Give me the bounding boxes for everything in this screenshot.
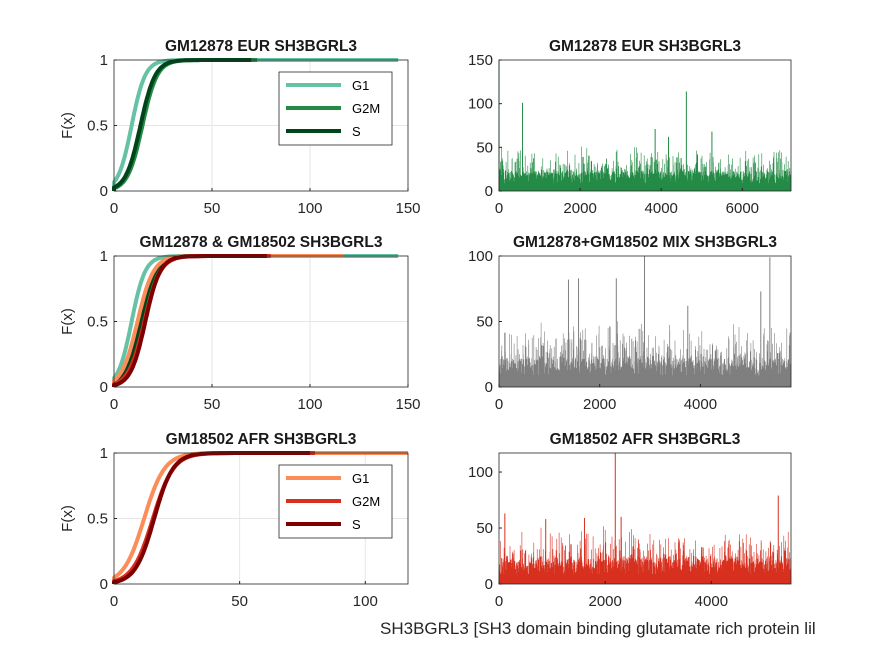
x-tick-label: 0 — [110, 200, 118, 217]
y-tick-label: 100 — [468, 248, 493, 265]
legend-label-s: S — [352, 124, 361, 139]
chart-title: GM12878+GM18502 MIX SH3BGRL3 — [513, 234, 777, 251]
y-tick-label: 0.5 — [87, 314, 108, 331]
axes-box — [498, 59, 792, 192]
y-tick-label: 50 — [476, 314, 493, 331]
y-tick-label: 150 — [468, 52, 493, 69]
y-tick-label: 0 — [100, 183, 108, 200]
x-tick-label: 0 — [495, 200, 503, 217]
x-tick-label: 0 — [495, 396, 503, 413]
chart-title: GM12878 EUR SH3BGRL3 — [549, 38, 741, 55]
panel-hist_afr: 0 2000 4000 0 50 100 GM18502 AFR SH3BGRL3 — [468, 431, 792, 610]
x-tick-label: 50 — [231, 593, 248, 610]
legend-label-g2m: G2M — [352, 494, 380, 509]
y-tick-label: 1 — [100, 248, 108, 265]
x-tick-label: 50 — [204, 396, 221, 413]
x-tick-label: 0 — [110, 396, 118, 413]
panel-cdf_eur: 0 50 100 150 0 0.5 1 GM12878 EUR SH3BGRL3 F(x) G1… — [59, 38, 421, 217]
legend-label-g1: G1 — [352, 471, 369, 486]
axes-box — [498, 452, 792, 585]
chart-title: GM18502 AFR SH3BGRL3 — [550, 431, 741, 448]
figure-caption: SH3BGRL3 [SH3 domain binding glutamate r… — [380, 619, 816, 638]
x-tick-label: 4000 — [645, 200, 678, 217]
chart-title: GM18502 AFR SH3BGRL3 — [166, 431, 357, 448]
x-tick-label: 150 — [395, 396, 420, 413]
y-tick-label: 0.5 — [87, 511, 108, 528]
y-axis-label: F(x) — [59, 308, 76, 335]
y-tick-label: 0.5 — [87, 118, 108, 135]
y-axis-label: F(x) — [59, 112, 76, 139]
x-tick-label: 0 — [495, 593, 503, 610]
hist-base-fill — [499, 183, 791, 191]
y-tick-label: 0 — [485, 379, 493, 396]
x-tick-label: 6000 — [726, 200, 759, 217]
x-tick-label: 100 — [297, 200, 322, 217]
y-tick-label: 100 — [468, 464, 493, 481]
hist-base-fill — [499, 573, 791, 584]
y-tick-label: 0 — [485, 183, 493, 200]
y-tick-label: 100 — [468, 96, 493, 113]
hist-base-fill — [499, 375, 791, 387]
x-tick-label: 2000 — [588, 593, 621, 610]
legend-label-g1: G1 — [352, 78, 369, 93]
chart-title: GM12878 & GM18502 SH3BGRL3 — [140, 234, 383, 251]
y-tick-label: 0 — [100, 576, 108, 593]
y-tick-label: 0 — [100, 379, 108, 396]
y-tick-label: 1 — [100, 445, 108, 462]
legend-label-s: S — [352, 517, 361, 532]
x-tick-label: 2000 — [563, 200, 596, 217]
y-axis-label: F(x) — [59, 505, 76, 532]
plot-area — [499, 60, 791, 191]
panel-cdf_combined: 0 50 100 150 0 0.5 1 GM12878 & GM18502 SH3BGRL3… — [59, 234, 421, 413]
chart-title: GM12878 EUR SH3BGRL3 — [165, 38, 357, 55]
x-tick-label: 4000 — [684, 396, 717, 413]
x-tick-label: 50 — [204, 200, 221, 217]
y-tick-label: 50 — [476, 520, 493, 537]
legend-label-g2m: G2M — [352, 101, 380, 116]
legend: G1 G2M S — [278, 464, 393, 539]
x-tick-label: 4000 — [695, 593, 728, 610]
x-tick-label: 2000 — [583, 396, 616, 413]
x-tick-label: 0 — [110, 593, 118, 610]
y-tick-label: 50 — [476, 139, 493, 156]
panel-hist_eur: 0 2000 4000 6000 0 50 100 150 GM12878 EUR SH3BGR… — [468, 38, 792, 217]
x-tick-label: 100 — [353, 593, 378, 610]
x-tick-label: 150 — [395, 200, 420, 217]
panel-cdf_afr: 0 50 100 0 0.5 1 GM18502 AFR SH3BGRL3 F(x) G1 G2M… — [59, 431, 409, 610]
panel-hist_mix: 0 2000 4000 0 50 100 GM12878+GM18502 MIX SH3BG… — [468, 234, 792, 413]
legend: G1 G2M S — [278, 71, 393, 146]
x-tick-label: 100 — [297, 396, 322, 413]
y-tick-label: 1 — [100, 52, 108, 69]
y-tick-label: 0 — [485, 576, 493, 593]
